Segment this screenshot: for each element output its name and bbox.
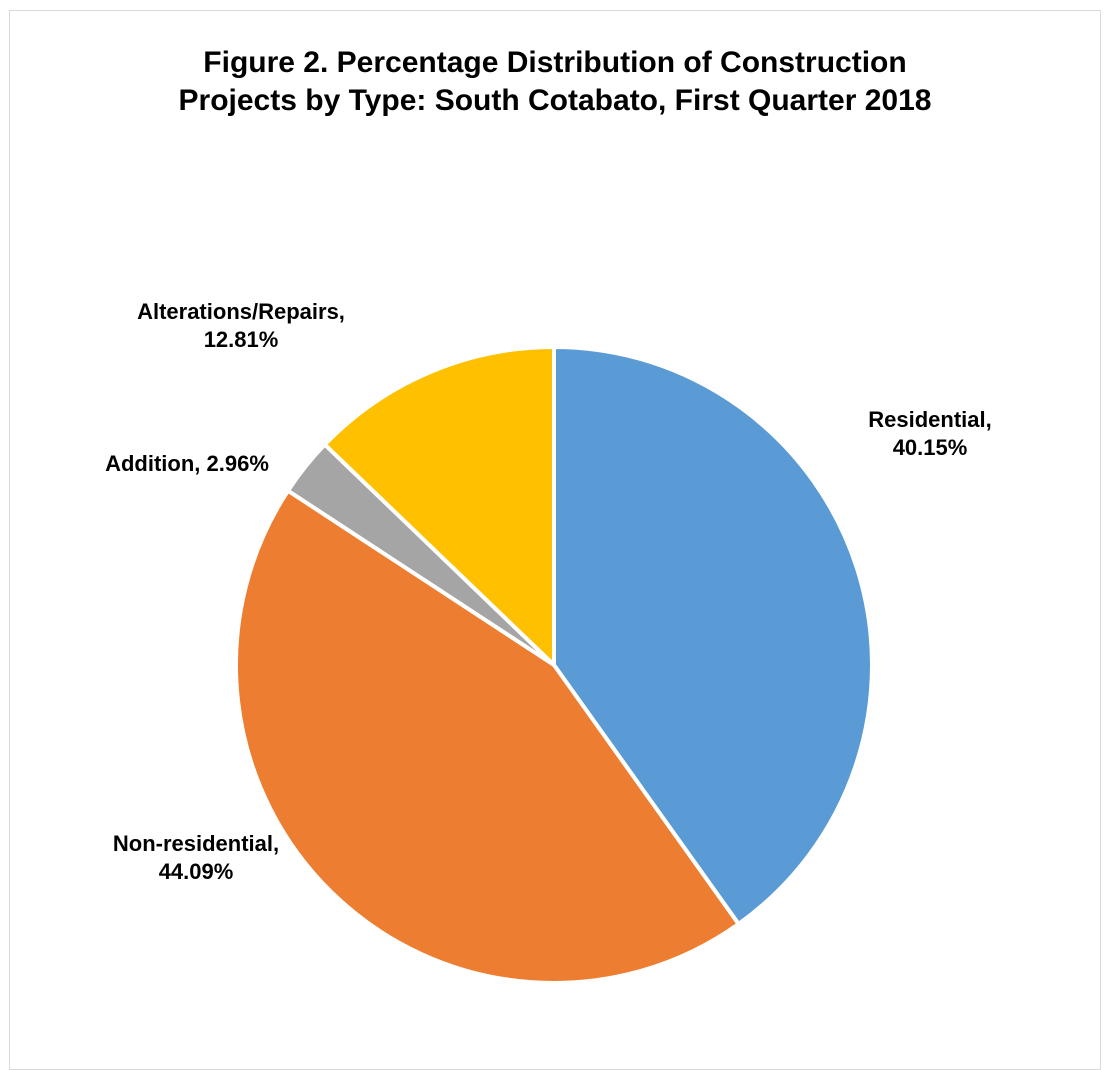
- data-label-addition: Addition, 2.96%: [105, 451, 269, 476]
- data-label-line: 44.09%: [159, 859, 234, 884]
- data-label-non-residential: Non-residential, 44.09%: [113, 831, 279, 884]
- data-label-line: Non-residential,: [113, 831, 279, 856]
- data-label-line: 40.15%: [893, 435, 968, 460]
- pie-slice-non-residential: [234, 488, 741, 985]
- data-label-residential: Residential, 40.15%: [868, 407, 991, 460]
- data-label-line: Residential,: [868, 407, 991, 432]
- chart-title-line-1: Figure 2. Percentage Distribution of Con…: [203, 46, 907, 79]
- chart-title: Figure 2. Percentage Distribution of Con…: [0, 44, 1110, 120]
- pie-slice-residential: [552, 345, 874, 926]
- data-label-alterations-repairs: Alterations/Repairs, 12.81%: [137, 299, 345, 352]
- data-label-line: Alterations/Repairs,: [137, 299, 345, 324]
- chart-title-line-2: Projects by Type: South Cotabato, First …: [178, 84, 932, 117]
- pie-slice-alterations-repairs: [322, 345, 556, 667]
- data-label-line: Addition, 2.96%: [105, 451, 269, 476]
- pie-data-labels: Residential, 40.15% Non-residential, 44.09%…: [105, 299, 992, 884]
- data-label-line: 12.81%: [204, 327, 279, 352]
- pie-slices: [234, 345, 874, 985]
